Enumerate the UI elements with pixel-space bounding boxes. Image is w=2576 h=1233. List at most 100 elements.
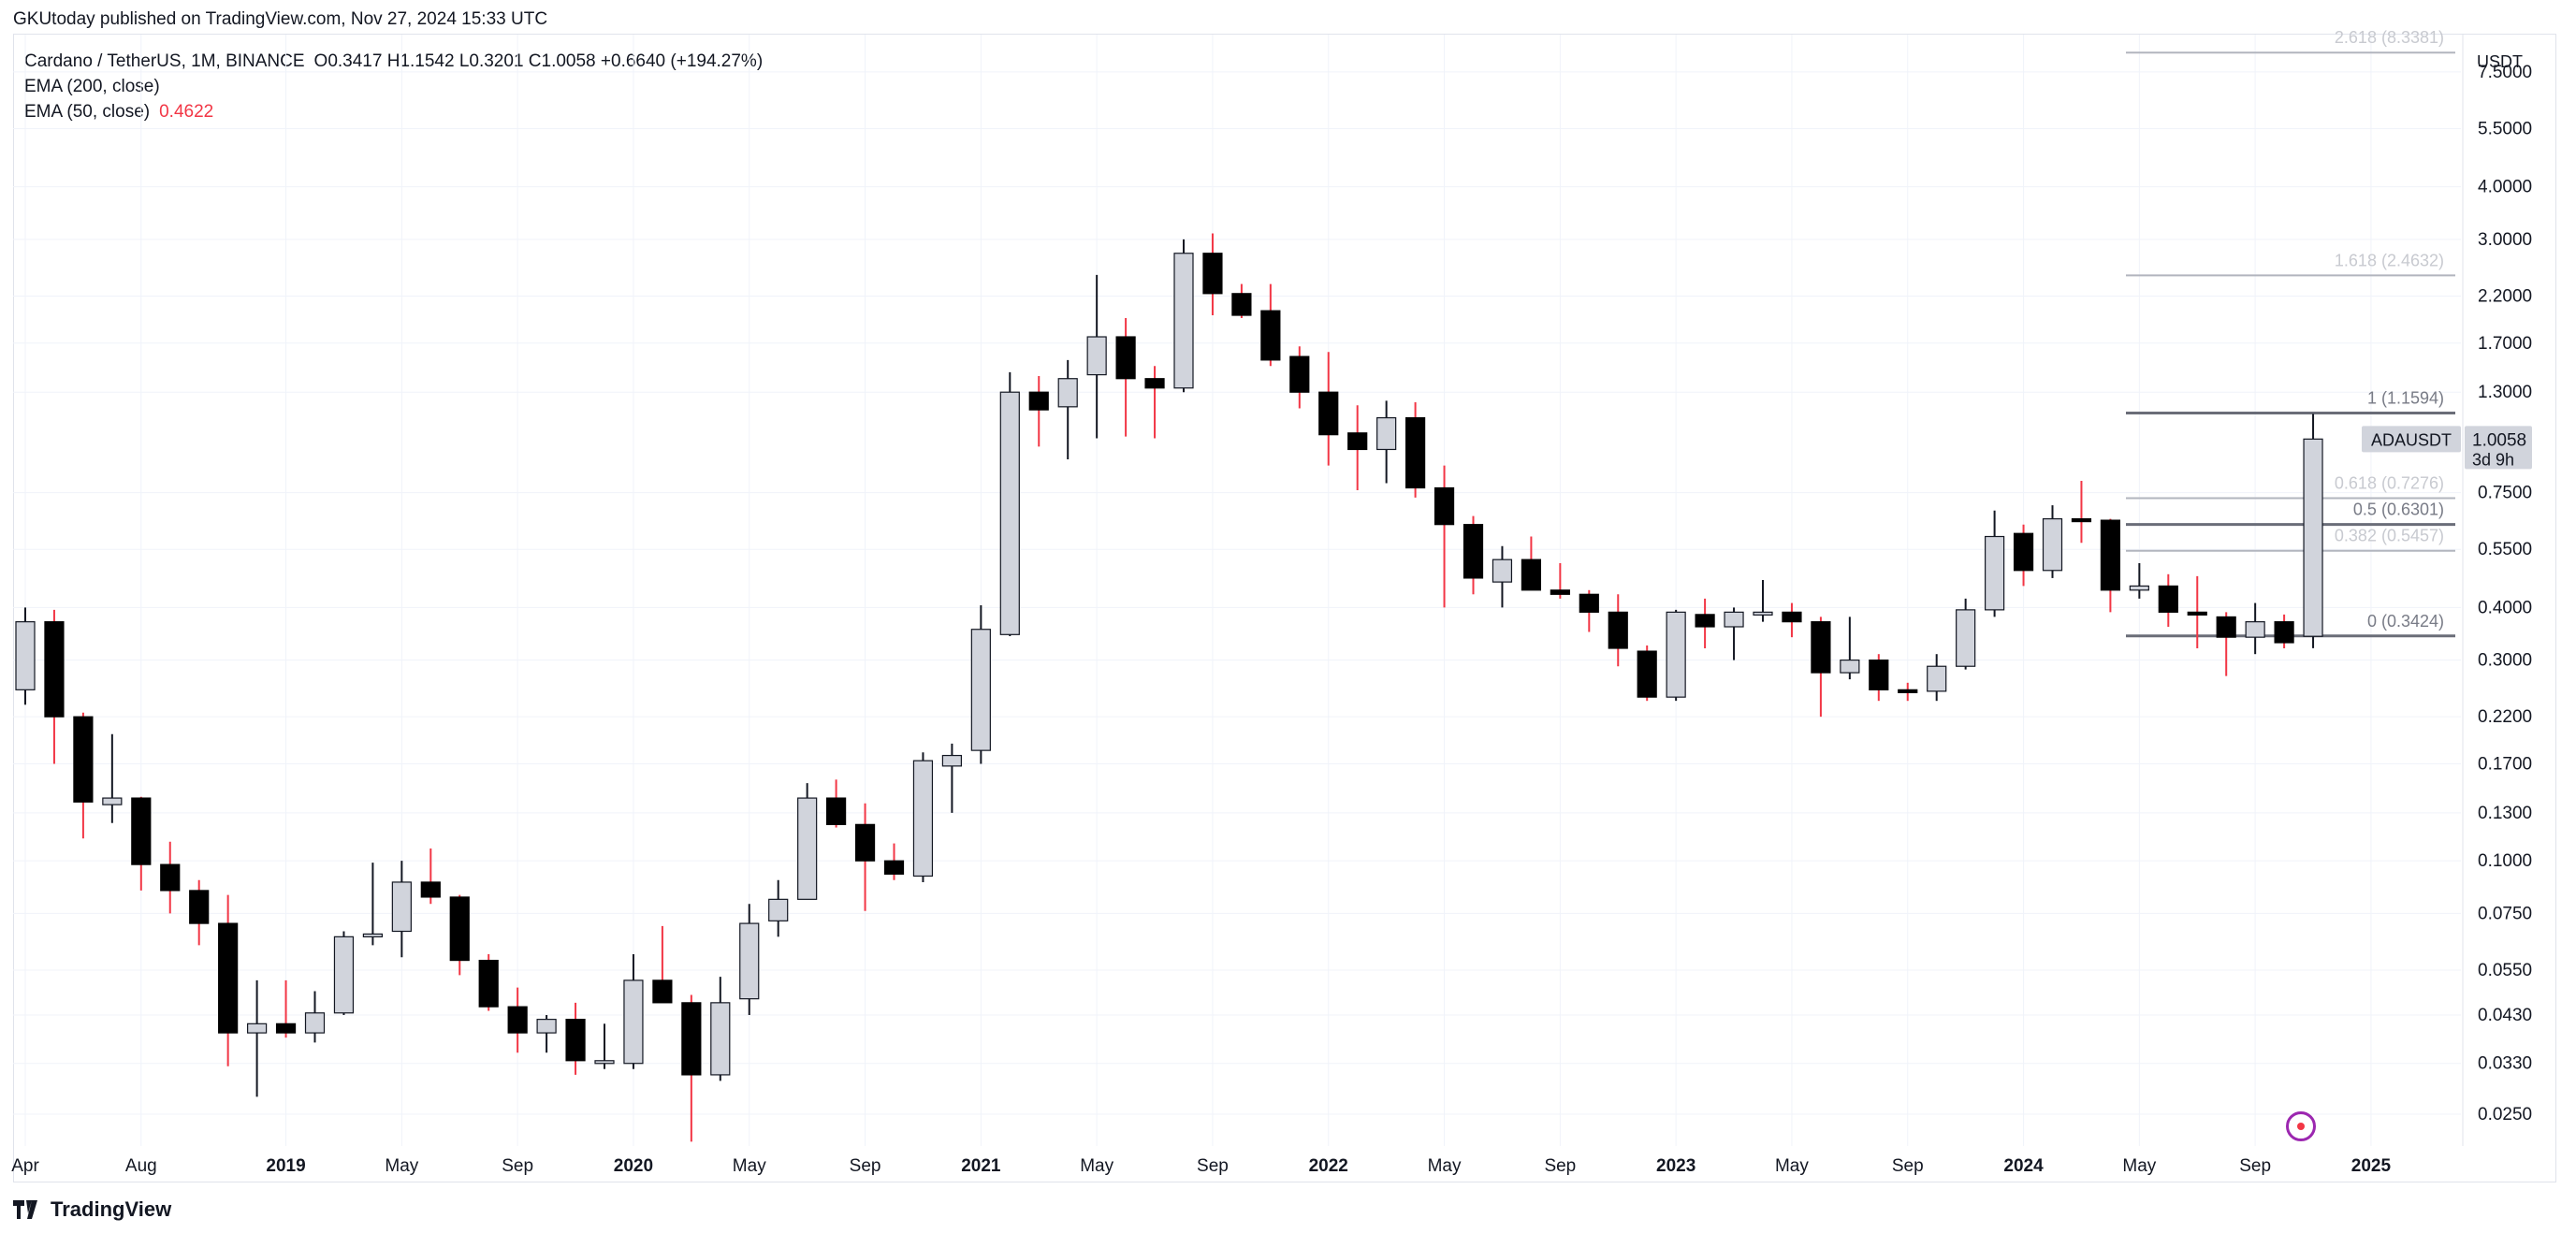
fib-label-2.618: 2.618 (8.3381) <box>2335 28 2444 47</box>
lightning-icon[interactable] <box>2286 1111 2316 1141</box>
candle <box>1869 654 1889 702</box>
candle <box>2158 573 2178 627</box>
candle-body <box>652 979 673 1004</box>
price-tick-label: 0.1300 <box>2478 804 2532 823</box>
fib-label-0.618: 0.618 (0.7276) <box>2335 474 2444 493</box>
time-axis: Apr Aug 2019 May Sep 2020 May Sep 2021 May Sep 2022… <box>11 1156 2391 1176</box>
candle-body <box>2274 621 2294 644</box>
published-info: GKUtoday published on TradingView.com, N… <box>13 9 548 29</box>
candle <box>970 604 991 764</box>
candle-body <box>1318 391 1339 436</box>
candle <box>304 991 326 1043</box>
ema50-label[interactable]: EMA (50, close) <box>24 102 151 122</box>
candle-body <box>2013 532 2034 572</box>
candle <box>2013 524 2034 587</box>
currency-label: USDT <box>2477 52 2523 71</box>
candle <box>1463 515 1484 595</box>
chart-frame <box>13 34 2556 1182</box>
candle <box>2245 602 2265 655</box>
candle-body <box>247 1023 268 1034</box>
candle <box>218 894 239 1066</box>
candle <box>797 783 818 900</box>
candle <box>478 953 499 1011</box>
candle-body <box>391 881 412 933</box>
candle <box>1521 536 1542 591</box>
candle-body <box>449 896 470 962</box>
lightning-dot <box>2297 1123 2305 1130</box>
candle-body <box>2245 621 2265 638</box>
price-tick-label: 0.0330 <box>2478 1054 2532 1074</box>
candle-body <box>941 754 963 767</box>
candle-body <box>2071 517 2092 523</box>
candle <box>710 977 731 1081</box>
legend-ema200-row[interactable]: EMA (200, close) <box>24 74 763 99</box>
legend-ema50-row[interactable]: EMA (50, close) 0.4622 <box>24 99 763 124</box>
candle-body <box>333 936 355 1014</box>
candle <box>1956 598 1976 670</box>
price-tick-label: 0.1000 <box>2478 851 2532 871</box>
footer: TradingView <box>13 1197 171 1222</box>
candle <box>333 931 355 1016</box>
time-tick-label: Sep <box>1197 1156 1229 1176</box>
candle-body <box>1202 253 1223 295</box>
symbol-title[interactable]: Cardano / TetherUS, 1M, BINANCE <box>24 51 305 71</box>
price-tick-label: 0.0250 <box>2478 1105 2532 1124</box>
time-tick-label: Sep <box>1892 1156 1924 1176</box>
candle <box>189 879 210 946</box>
candle <box>1202 233 1223 316</box>
ema200-label[interactable]: EMA (200, close) <box>24 77 160 96</box>
candle-body <box>1608 611 1628 649</box>
candle-body <box>2042 517 2063 572</box>
ema50-value: 0.4622 <box>159 102 214 122</box>
price-tick-label: 0.1700 <box>2478 755 2532 775</box>
candle-body <box>797 797 818 900</box>
fib-label-1.618: 1.618 (2.4632) <box>2335 251 2444 269</box>
time-tick-label: May <box>385 1156 418 1176</box>
candle <box>1666 609 1686 702</box>
price-tick-label: 0.0430 <box>2478 1006 2532 1025</box>
candle-body <box>1492 558 1513 583</box>
candle <box>1347 405 1368 491</box>
candle-body <box>1347 432 1368 451</box>
candle <box>73 712 94 839</box>
legend-symbol-row[interactable]: Cardano / TetherUS, 1M, BINANCE O0.3417 H… <box>24 49 763 74</box>
candle <box>681 994 702 1142</box>
candle-body <box>2303 438 2323 637</box>
candle <box>1057 359 1078 460</box>
candle-body <box>275 1023 297 1034</box>
candle <box>2071 481 2092 544</box>
candle <box>1550 562 1570 599</box>
candle-body <box>1927 665 1947 692</box>
time-tick-label: May <box>733 1156 766 1176</box>
candle <box>1811 616 1831 718</box>
candle-body <box>565 1019 586 1062</box>
candle-body <box>1173 253 1194 389</box>
price-tick-label: 0.0550 <box>2478 961 2532 980</box>
candle <box>1289 346 1310 409</box>
ohlc-values: O0.3417 H1.1542 L0.3201 C1.0058 +0.6640 … <box>313 51 764 71</box>
fib-label-1: 1 (1.1594) <box>2367 389 2444 408</box>
time-tick-label: Apr <box>11 1156 39 1176</box>
candle <box>1492 545 1513 608</box>
candle <box>1985 510 2005 617</box>
price-tick-label: 2.2000 <box>2478 286 2532 306</box>
price-tick-label: 1.3000 <box>2478 383 2532 402</box>
candle <box>1376 400 1397 484</box>
candle-body <box>970 629 991 751</box>
candle <box>2187 575 2207 648</box>
candle <box>1144 366 1165 439</box>
candle-body <box>189 890 210 924</box>
candle-body <box>1376 416 1397 451</box>
grid-lines <box>13 35 2461 1146</box>
candle-body <box>2187 611 2207 616</box>
time-tick-label: May <box>1428 1156 1462 1176</box>
candle <box>2042 505 2063 578</box>
candlestick-series <box>15 233 2323 1142</box>
price-tick-label: 0.0750 <box>2478 904 2532 923</box>
candle <box>131 796 152 891</box>
candle-body <box>131 797 152 865</box>
candle <box>883 843 905 880</box>
candle <box>507 987 528 1053</box>
time-tick-label: Sep <box>1544 1156 1576 1176</box>
